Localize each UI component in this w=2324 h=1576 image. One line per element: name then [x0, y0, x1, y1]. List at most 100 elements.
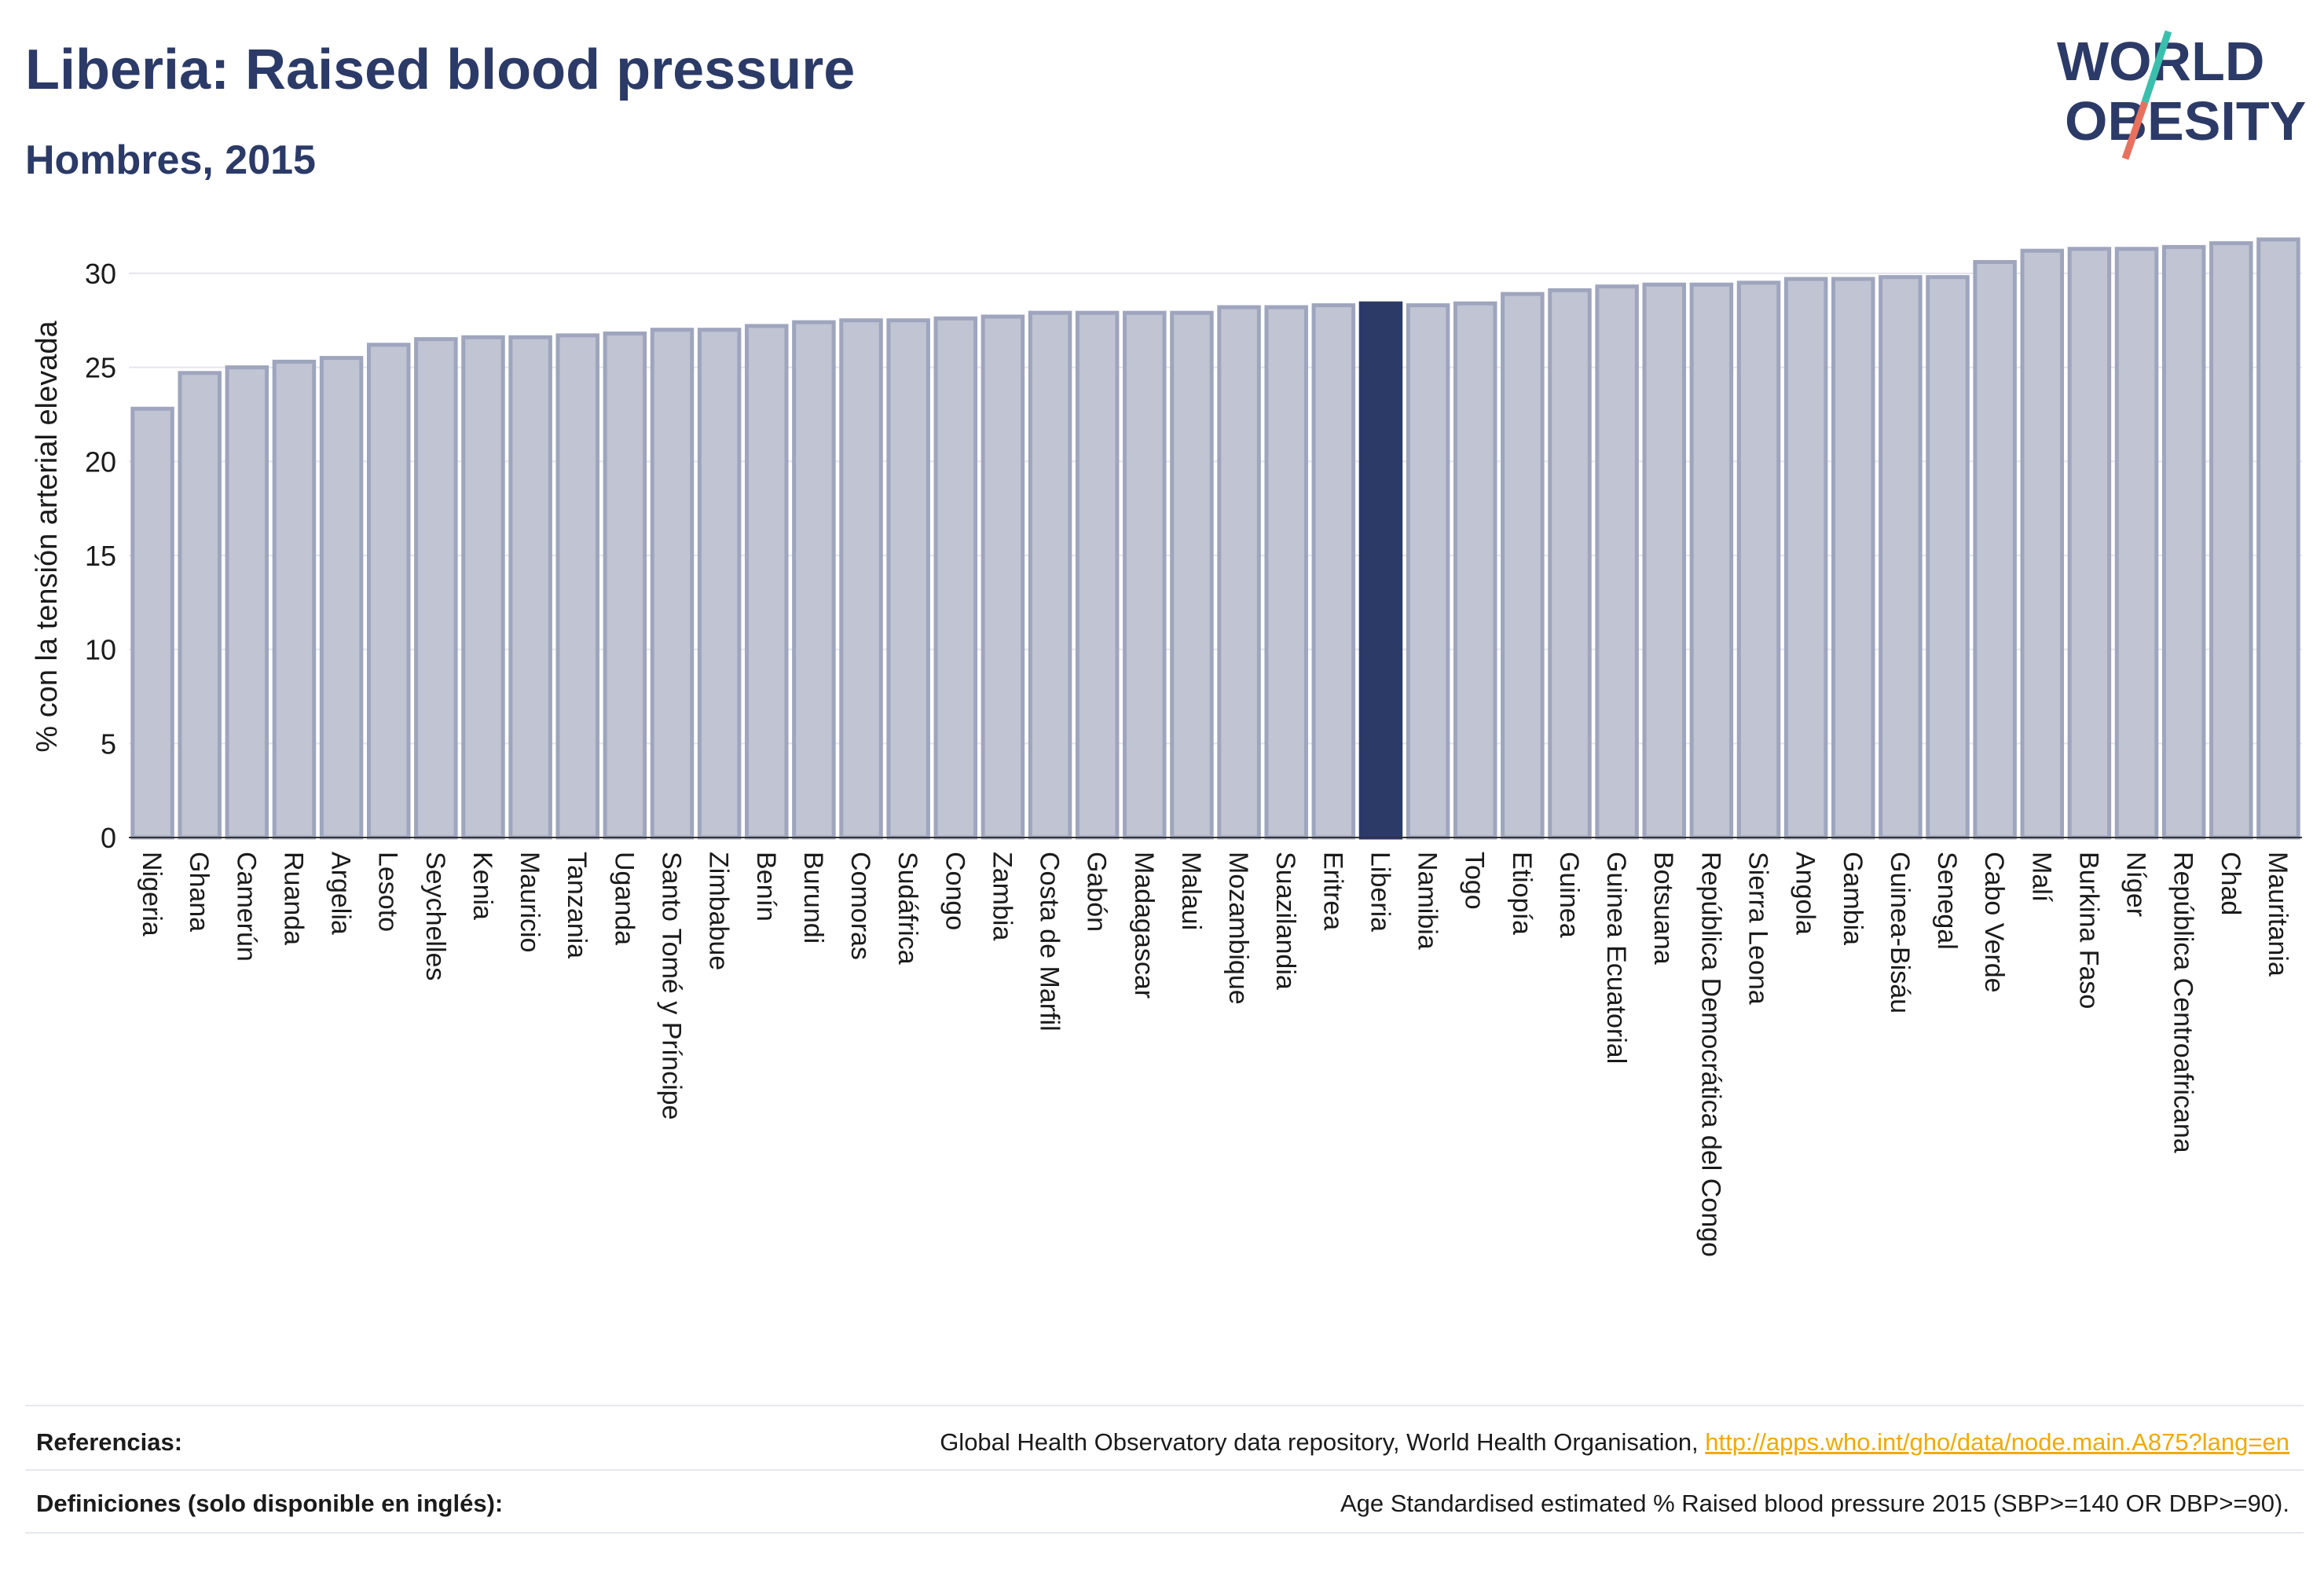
bar-malaui [1170, 310, 1214, 840]
x-tick-label: Congo [940, 852, 970, 930]
bar-comoras [839, 318, 883, 840]
bar-benín [745, 324, 789, 840]
x-axis-tick-labels: Nigeria Ghana Camerún Ruanda Argelia Lesoto Se… [137, 852, 2293, 1257]
x-tick-label: República Centroafricana [2168, 852, 2198, 1153]
y-tick-label: 5 [101, 728, 116, 760]
bars [130, 237, 2300, 840]
bar-mozambique [1217, 305, 1261, 840]
x-tick-label: Angola [1791, 852, 1820, 935]
y-tick-label: 30 [85, 258, 116, 290]
bar-senegal [1926, 275, 1970, 840]
bar-togo [1453, 301, 1497, 840]
y-tick-label: 0 [101, 822, 116, 854]
x-tick-label: Sierra Leona [1743, 852, 1773, 1005]
references-value: Global Health Observatory data repositor… [940, 1428, 2289, 1457]
bar-sudáfrica [886, 318, 930, 840]
y-axis-title: % con la tensión arterial elevada [31, 321, 64, 753]
bar-república-democrática-del-congo [1689, 282, 1734, 840]
bar-burundi [792, 320, 836, 840]
world-obesity-logo: WORLD OBESITY [2057, 30, 2306, 160]
x-tick-label: Burundi [798, 852, 828, 944]
x-tick-label: Benín [751, 852, 781, 922]
x-tick-label: Lesoto [373, 852, 403, 932]
bar-madagascar [1123, 310, 1167, 840]
bar-guinea [1548, 288, 1592, 840]
bar-ghana [178, 371, 222, 840]
x-tick-label: Argelia [326, 852, 356, 935]
bar-seychelles [414, 337, 458, 840]
bar-gambia [1831, 277, 1875, 840]
bar-lesoto [366, 343, 411, 840]
y-tick-label: 10 [85, 634, 116, 666]
x-tick-label: Gambia [1838, 852, 1868, 945]
bar-mauritania [2256, 237, 2300, 840]
bar-camerún [225, 365, 269, 840]
bar-cabo-verde [1973, 260, 2017, 840]
bar-etiopía [1501, 291, 1545, 840]
y-axis-tick-labels: 0 5 10 15 20 25 30 [85, 258, 116, 854]
footer-divider-middle [25, 1469, 2304, 1471]
references-text: Global Health Observatory data repositor… [940, 1428, 1706, 1456]
x-tick-label: Malaui [1176, 852, 1206, 930]
x-tick-label: Cabo Verde [1979, 852, 2009, 993]
x-tick-label: Guinea-Bisáu [1885, 852, 1915, 1013]
x-tick-label: Liberia [1365, 852, 1395, 932]
x-tick-label: Ruanda [278, 852, 308, 945]
bar-chart: 0 5 10 15 20 25 30 Nigeria Ghana Camerún Ruanda Ar… [31, 237, 2302, 1257]
chart-title: Liberia: Raised blood pressure [25, 38, 856, 101]
y-tick-label: 20 [85, 445, 116, 478]
x-tick-label: Camerún [231, 852, 261, 962]
bar-mauricio [508, 335, 552, 840]
bar-congo [933, 316, 978, 840]
x-tick-label: Botsuana [1648, 852, 1678, 965]
x-tick-label: Comoras [845, 852, 875, 960]
x-tick-label: Santo Tomé y Príncipe [657, 852, 687, 1120]
bar-costa-de-marfil [1028, 310, 1072, 840]
bar-níger [2114, 247, 2159, 840]
x-tick-label: Senegal [1932, 852, 1962, 950]
definitions-label: Definiciones (solo disponible en inglés)… [36, 1490, 504, 1517]
x-tick-label: Costa de Marfil [1035, 852, 1065, 1032]
bar-malí [2020, 248, 2065, 840]
x-tick-label: Mozambique [1223, 852, 1253, 1005]
x-tick-label: Ghana [184, 852, 214, 932]
x-tick-label: Chad [2216, 852, 2245, 915]
x-tick-label: República Democrática del Congo [1695, 852, 1725, 1257]
x-tick-label: Nigeria [137, 852, 167, 936]
x-tick-label: Gabón [1082, 852, 1112, 932]
logo-slash-red [2121, 101, 2149, 160]
x-tick-label: Tanzania [562, 852, 592, 958]
x-tick-label: Seychelles [420, 852, 450, 980]
footer-divider-top [25, 1405, 2304, 1406]
bar-argelia [319, 356, 364, 840]
x-tick-label: Zambia [987, 852, 1017, 940]
bar-uganda [603, 331, 647, 840]
x-tick-label: Níger [2121, 852, 2151, 917]
x-tick-label: Zimbabue [704, 852, 734, 970]
bar-suazilandia [1264, 305, 1308, 840]
bar-sierra-leona [1736, 280, 1781, 840]
bar-eritrea [1311, 303, 1356, 840]
bar-chad [2209, 241, 2253, 840]
x-tick-label: Togo [1460, 852, 1490, 910]
bar-tanzania [555, 333, 599, 840]
references-link[interactable]: http://apps.who.int/gho/data/node.main.A… [1705, 1428, 2289, 1456]
x-tick-label: Mauritania [2263, 852, 2293, 977]
x-tick-label: Malí [2026, 852, 2056, 903]
x-tick-label: Guinea Ecuatorial [1601, 852, 1631, 1064]
bar-ruanda [272, 359, 317, 840]
definitions-value: Age Standardised estimated % Raised bloo… [1340, 1490, 2289, 1517]
bar-kenia [461, 335, 505, 840]
logo-slash-teal [2141, 30, 2172, 104]
x-tick-label: Suazilandia [1270, 852, 1300, 990]
bar-gabón [1075, 310, 1120, 840]
logo-line2: OBESITY [2065, 90, 2306, 152]
bar-santo-tomé-y-príncipe [650, 328, 695, 840]
x-tick-label: Eritrea [1318, 852, 1347, 930]
x-tick-label: Madagascar [1129, 852, 1159, 999]
bar-angola [1783, 277, 1828, 840]
x-tick-label: Kenia [467, 852, 497, 920]
x-tick-label: Burkina Faso [2073, 852, 2103, 1009]
bar-burkina-faso [2067, 247, 2112, 840]
bar-república-centroafricana [2161, 244, 2206, 840]
